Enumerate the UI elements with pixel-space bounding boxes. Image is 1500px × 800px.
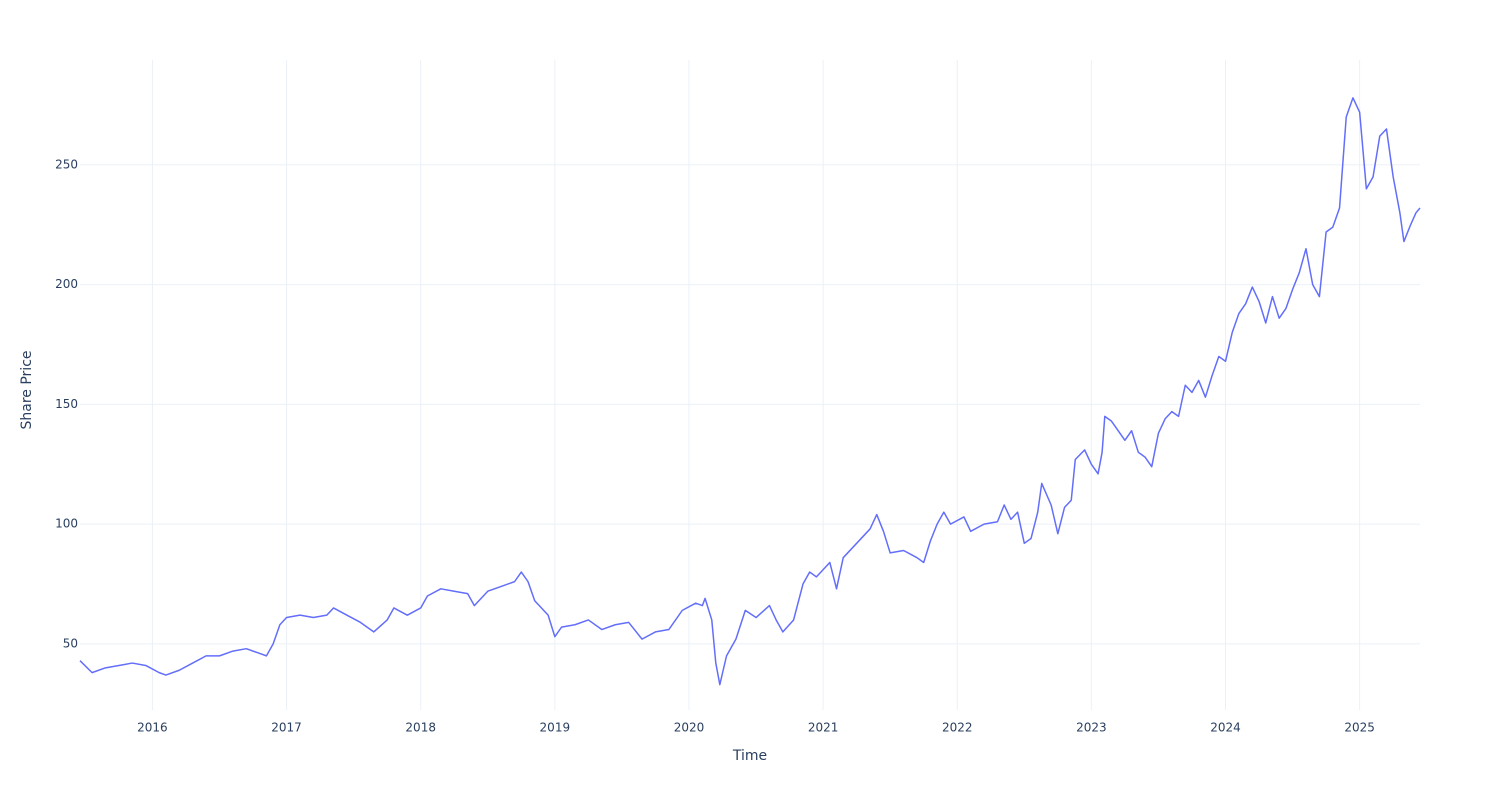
y-tick-label: 100 [55,517,78,531]
price-line [79,97,1421,686]
y-tick-label: 250 [55,157,78,171]
x-tick-label: 2022 [942,721,973,735]
x-tick-label: 2023 [1076,721,1107,735]
y-axis-title: Share Price [19,350,35,429]
x-tick-label: 2020 [674,721,705,735]
y-tick-label: 150 [55,397,78,411]
x-tick-label: 2021 [808,721,839,735]
x-tick-label: 2017 [271,721,302,735]
x-tick-label: 2016 [137,721,168,735]
x-axis-title: Time [732,748,767,764]
y-tick-label: 200 [55,277,78,291]
y-tick-label: 50 [63,636,78,650]
x-tick-label: 2024 [1210,721,1241,735]
x-tick-label: 2019 [540,721,571,735]
x-tick-label: 2025 [1344,721,1375,735]
x-tick-label: 2018 [405,721,436,735]
